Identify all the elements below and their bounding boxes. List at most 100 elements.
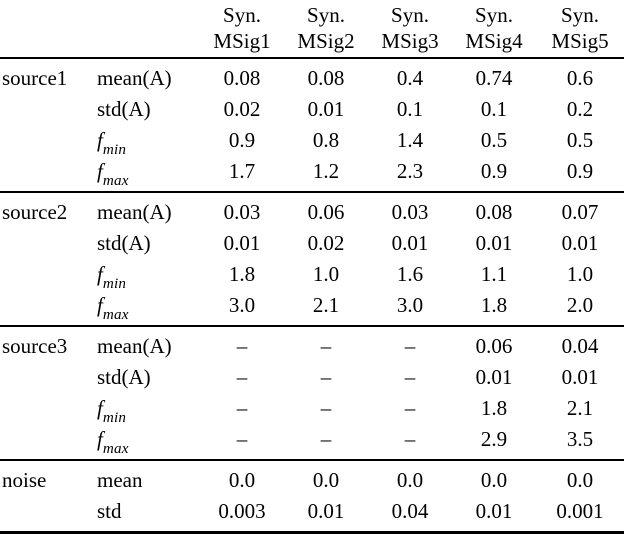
group-label: [0, 125, 95, 156]
value-cell: 0.8: [312, 128, 340, 152]
value-cell: 0.001: [556, 499, 604, 523]
value-cell: 3.5: [566, 427, 594, 451]
column-header-line1: Syn.: [391, 3, 429, 27]
column-header-msig5: Syn. MSig5: [536, 0, 624, 58]
value-cell: 0.01: [475, 231, 513, 255]
value-cell: –: [236, 334, 248, 358]
value-cell: 1.7: [228, 159, 256, 183]
group-label: source2: [2, 200, 68, 224]
value-cell: –: [320, 427, 332, 451]
value-cell: 0.01: [307, 499, 345, 523]
value-cell: 0.0: [396, 468, 424, 492]
stat-label: mean(A): [97, 200, 172, 224]
stat-label: mean(A): [97, 334, 172, 358]
value-cell: 1.8: [480, 293, 508, 317]
value-cell: 0.0: [566, 468, 594, 492]
column-header-line1: Syn.: [561, 3, 599, 27]
value-cell: 0.08: [307, 66, 345, 90]
value-cell: 2.3: [396, 159, 424, 183]
value-cell: 0.01: [307, 97, 345, 121]
corner-cell-stat: [95, 0, 200, 58]
group-source1: source1 mean(A) 0.08 0.08 0.4 0.74 0.6 std(A) 0.…: [0, 58, 624, 192]
value-cell: 0.03: [391, 200, 429, 224]
stat-label: fmax: [97, 427, 129, 458]
value-cell: –: [404, 427, 416, 451]
value-cell: 0.5: [480, 128, 508, 152]
value-cell: 0.0: [228, 468, 256, 492]
value-cell: 3.0: [396, 293, 424, 317]
value-cell: –: [320, 365, 332, 389]
value-cell: 1.0: [566, 262, 594, 286]
value-cell: 1.2: [312, 159, 340, 183]
stat-label: std(A): [97, 97, 151, 121]
stat-label: fmin: [97, 396, 127, 424]
value-cell: 0.08: [475, 200, 513, 224]
value-cell: 2.1: [312, 293, 340, 317]
column-header-line2: MSig2: [297, 29, 355, 53]
group-source3: source3 mean(A) – – – 0.06 0.04 std(A) – – – 0.01 0.…: [0, 326, 624, 460]
column-header-line1: Syn.: [223, 3, 261, 27]
value-cell: 0.07: [561, 200, 599, 224]
header-row: Syn. MSig1 Syn. MSig2 Syn. MSig3 Syn. MS…: [0, 0, 624, 58]
column-header-line1: Syn.: [475, 3, 513, 27]
value-cell: 0.01: [223, 231, 261, 255]
value-cell: 0.02: [307, 231, 345, 255]
column-header-line2: MSig3: [381, 29, 439, 53]
value-cell: 1.8: [480, 396, 508, 420]
table-row: fmax 1.7 1.2 2.3 0.9 0.9: [0, 156, 624, 192]
table-row: source3 mean(A) – – – 0.06 0.04: [0, 326, 624, 362]
value-cell: 1.8: [228, 262, 256, 286]
table-row: fmax – – – 2.9 3.5: [0, 424, 624, 460]
value-cell: 0.01: [561, 365, 599, 389]
group-label: source1: [2, 66, 68, 90]
value-cell: 0.0: [480, 468, 508, 492]
column-header-line2: MSig4: [465, 29, 523, 53]
value-cell: 0.5: [566, 128, 594, 152]
table-row: source1 mean(A) 0.08 0.08 0.4 0.74 0.6: [0, 58, 624, 94]
table-row: source2 mean(A) 0.03 0.06 0.03 0.08 0.07: [0, 192, 624, 228]
value-cell: 0.1: [480, 97, 508, 121]
value-cell: 0.6: [566, 66, 594, 90]
value-cell: 0.01: [391, 231, 429, 255]
value-cell: 0.04: [561, 334, 599, 358]
column-header-line1: Syn.: [307, 3, 345, 27]
value-cell: 0.04: [391, 499, 429, 523]
stat-label: fmin: [97, 128, 127, 156]
value-cell: –: [236, 427, 248, 451]
column-header-msig2: Syn. MSig2: [284, 0, 368, 58]
value-cell: 0.06: [307, 200, 345, 224]
value-cell: 0.01: [561, 231, 599, 255]
table-row: fmin – – – 1.8 2.1: [0, 393, 624, 424]
value-cell: 0.74: [475, 66, 513, 90]
table-row: std(A) 0.01 0.02 0.01 0.01 0.01: [0, 228, 624, 259]
stat-label: mean(A): [97, 66, 172, 90]
group-label: [0, 362, 95, 393]
column-header-line2: MSig1: [213, 29, 271, 53]
value-cell: 2.0: [566, 293, 594, 317]
value-cell: 0.2: [566, 97, 594, 121]
value-cell: 0.01: [475, 499, 513, 523]
stat-label: fmin: [97, 262, 127, 290]
value-cell: 2.9: [480, 427, 508, 451]
value-cell: 0.08: [223, 66, 261, 90]
value-cell: 0.1: [396, 97, 424, 121]
stat-label: std(A): [97, 231, 151, 255]
stat-label: mean: [97, 468, 143, 492]
group-source2: source2 mean(A) 0.03 0.06 0.03 0.08 0.07 std(A)…: [0, 192, 624, 326]
group-label: noise: [2, 468, 47, 492]
value-cell: –: [236, 396, 248, 420]
value-cell: 0.4: [396, 66, 424, 90]
group-label: [0, 259, 95, 290]
stat-label: std(A): [97, 365, 151, 389]
stat-label: std: [97, 499, 122, 523]
column-header-msig1: Syn. MSig1: [200, 0, 284, 58]
table-row: fmin 0.9 0.8 1.4 0.5 0.5: [0, 125, 624, 156]
value-cell: 0.003: [218, 499, 266, 523]
value-cell: –: [320, 396, 332, 420]
column-header-msig4: Syn. MSig4: [452, 0, 536, 58]
value-cell: 0.01: [475, 365, 513, 389]
group-label: [0, 424, 95, 460]
value-cell: 1.6: [396, 262, 424, 286]
value-cell: –: [404, 396, 416, 420]
